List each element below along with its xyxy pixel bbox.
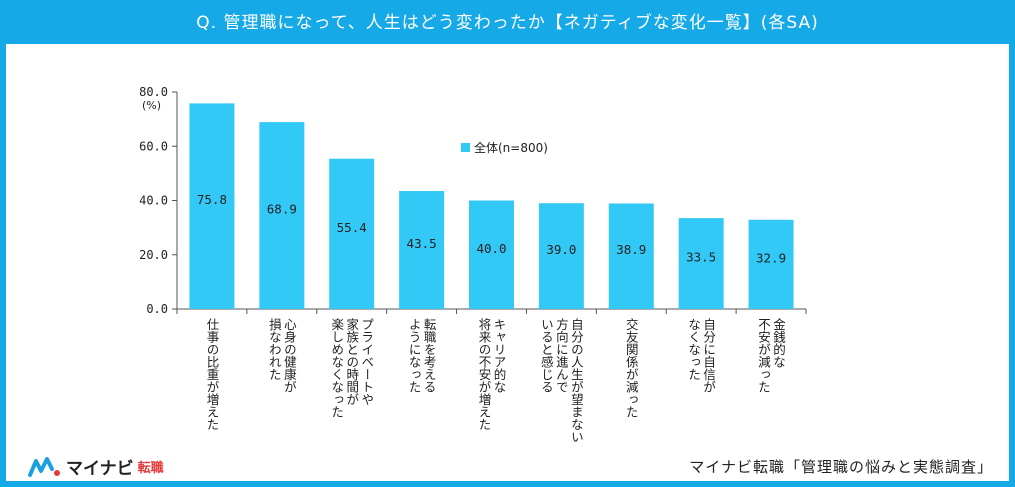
- x-category-label: 金銭的な 不安が減った: [756, 318, 787, 393]
- brand-mark-icon: [28, 456, 60, 477]
- bar: [608, 203, 654, 309]
- bar-value-label: 39.0: [546, 242, 576, 257]
- bar: [469, 200, 514, 309]
- bar: [189, 103, 235, 309]
- x-category-label: 仕事の比重が増えた: [204, 318, 220, 431]
- brand-sub: 転職: [137, 461, 164, 476]
- bar: [748, 219, 794, 309]
- bar-value-label: 38.9: [616, 242, 646, 257]
- bar-value-label: 43.5: [407, 236, 437, 251]
- bar-value-label: 32.9: [756, 250, 786, 265]
- x-category-label: 交友関係が減った: [623, 318, 639, 418]
- y-tick-label: 20.0: [139, 248, 168, 262]
- bar-value-label: 55.4: [337, 220, 367, 235]
- source-note: マイナビ転職「管理職の悩みと実態調査」: [689, 458, 993, 476]
- x-category-label: プライベートや 家族との時間が 楽しめなくなった: [329, 318, 375, 418]
- bar-value-label: 68.9: [267, 202, 297, 217]
- bar: [329, 158, 375, 309]
- bar-chart: 0.0 20.0 40.0 60.0 80.0(%) 75.8 68.9 55.4 43.5 40…: [139, 85, 807, 316]
- x-category-label: 転職を考える ようになった: [406, 318, 437, 393]
- x-category-label: キャリア的な 将来の不安が増えた: [476, 318, 507, 431]
- y-tick-label: 0.0: [146, 302, 168, 316]
- bar-value-label: 33.5: [686, 250, 716, 265]
- legend-swatch: [461, 143, 470, 152]
- bar-value-label: 40.0: [476, 241, 506, 256]
- legend-label: 全体(n=800): [474, 140, 548, 155]
- bar: [678, 218, 724, 309]
- brand-logo: マイナビ 転職: [28, 454, 164, 479]
- chart-panel: 0.0 20.0 40.0 60.0 80.0 (%) 75.8 68.9 55.4 43.5 40…: [6, 44, 1009, 481]
- bar-value-label: 75.8: [197, 192, 227, 207]
- x-category-label: 自分に自信が なくなった: [686, 318, 717, 393]
- x-category-label: 心身の健康が 損なわれた: [266, 318, 297, 393]
- brand-name: マイナビ: [66, 459, 134, 479]
- page-title: Q. 管理職になって、人生はどう変わったか【ネガティブな変化一覧】(各SA): [196, 12, 819, 33]
- bar: [259, 122, 305, 309]
- x-category-label: 自分の人生が望まない 方向に進んで いると感じる: [538, 318, 584, 443]
- y-unit-label: (%): [142, 99, 161, 112]
- y-tick-label: 40.0: [139, 194, 168, 208]
- bar: [538, 203, 584, 309]
- y-tick-label: 80.0: [139, 85, 168, 99]
- bar: [399, 191, 445, 309]
- y-tick-label: 60.0: [139, 139, 168, 153]
